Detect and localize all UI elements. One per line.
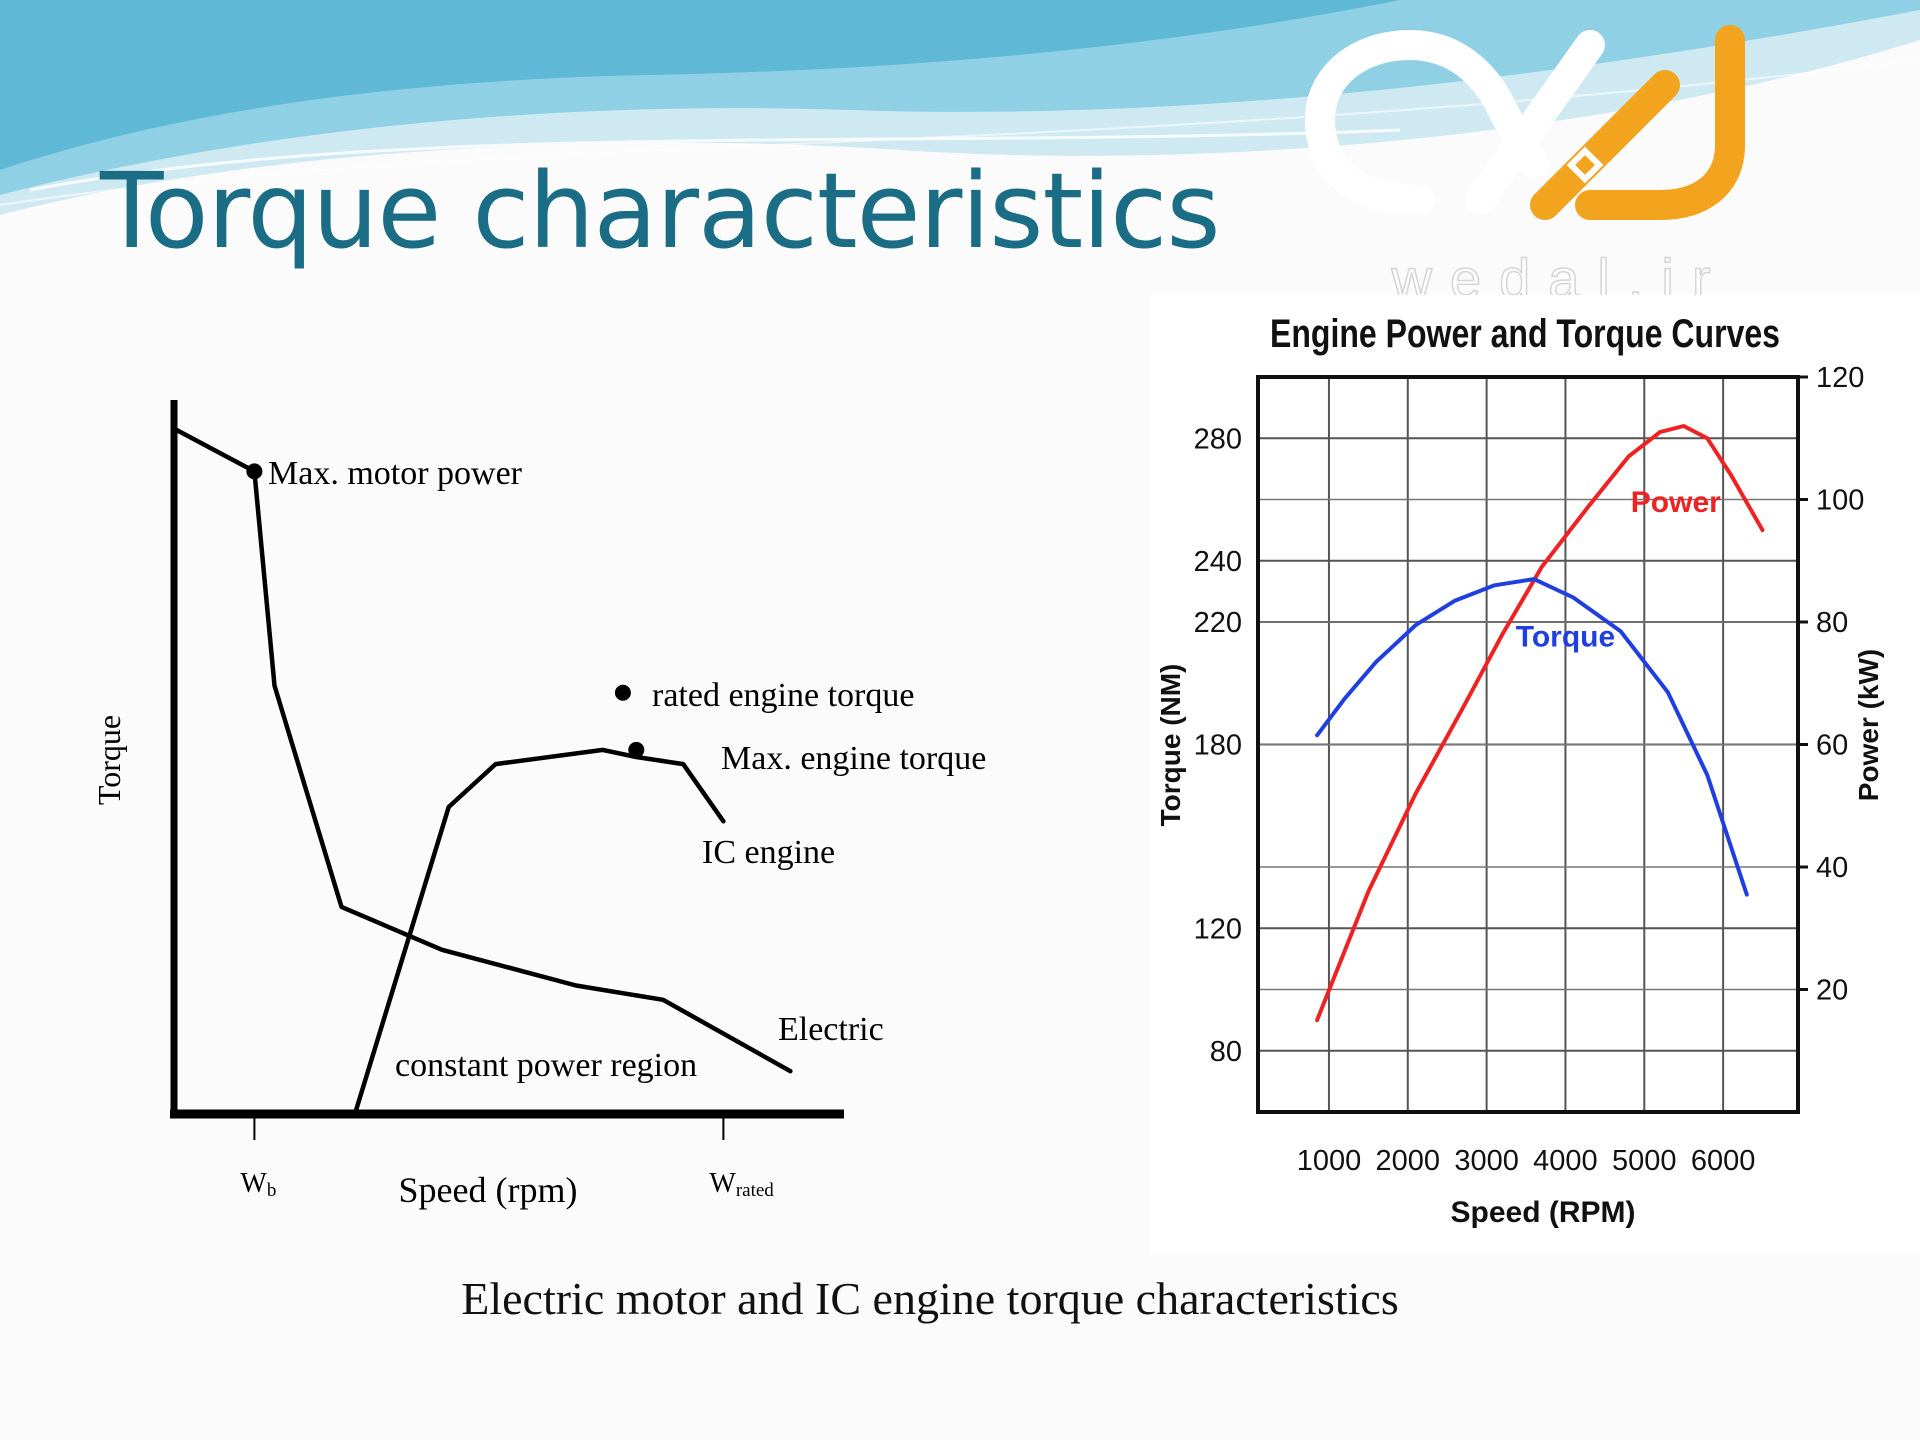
series-line-power [1315, 424, 1765, 1023]
annotation-ic-engine: IC engine [702, 834, 835, 871]
motor-engine-torque-chart: Torque Speed (rpm) Wb Wrated Max. motor p… [91, 400, 986, 1210]
logo-hook-orange [1575, 25, 1745, 220]
slide-title: Torque characteristics [100, 150, 1221, 272]
x-tick-label-6000: 6000 [1691, 1145, 1756, 1177]
y-right-tick-label-20: 20 [1816, 975, 1848, 1007]
y-left-tick-label-180: 180 [1194, 730, 1242, 762]
series-label-power: Power [1631, 486, 1721, 519]
y-right-tick-label-80: 80 [1816, 607, 1848, 639]
y-left-tick-label-120: 120 [1194, 913, 1242, 945]
annotation-constant-power-region: constant power region [395, 1047, 697, 1084]
logo-mark [1304, 25, 1745, 220]
marker-max-motor-power [246, 463, 263, 480]
engine-power-torque-chart: Engine Power and Torque Curves 1000 2000 3… [1150, 295, 1920, 1255]
series-line-torque [1315, 577, 1749, 897]
wedal-logo: wedal.ir [1304, 25, 1745, 305]
annotation-rated-engine-torque: rated engine torque [652, 677, 914, 714]
y-left-tick-label-80: 80 [1210, 1036, 1242, 1068]
x-tick-label-1: Wrated [709, 1168, 774, 1201]
slide-caption: Electric motor and IC engine torque char… [461, 1273, 1399, 1324]
left-plot-area [171, 426, 793, 1117]
y-right-tick-label-120: 120 [1816, 362, 1864, 394]
series-line-electric [171, 426, 793, 1074]
x-tick-label-2000: 2000 [1376, 1145, 1441, 1177]
x-tick-label-3000: 3000 [1454, 1145, 1519, 1177]
right-y-axis-label-right: Power (kW) [1853, 649, 1884, 801]
y-right-tick-label-100: 100 [1816, 485, 1864, 517]
right-x-axis-label: Speed (RPM) [1450, 1196, 1635, 1229]
annotation-max-motor-power: Max. motor power [268, 455, 523, 492]
logo-bar-orange [1530, 70, 1680, 220]
marker-rated-engine-torque [614, 684, 631, 701]
annotation-max-engine-torque: Max. engine torque [721, 740, 986, 777]
series-line-ic-engine [352, 747, 726, 1117]
x-tick-label-0: Wb [240, 1168, 276, 1201]
series-label-torque: Torque [1516, 621, 1615, 654]
marker-max-engine-torque [628, 741, 645, 758]
y-right-tick-label-40: 40 [1816, 852, 1848, 884]
logo-loop-white [1304, 29, 1550, 215]
left-y-axis-label: Torque [91, 715, 127, 805]
annotation-electric: Electric [778, 1011, 884, 1048]
x-tick-label-5000: 5000 [1612, 1145, 1677, 1177]
y-left-tick-label-280: 280 [1194, 423, 1242, 455]
x-tick-label-4000: 4000 [1533, 1145, 1598, 1177]
right-y-axis-label-left: Torque (NM) [1155, 664, 1186, 827]
y-left-tick-label-240: 240 [1194, 546, 1242, 578]
logo-bar-white [1465, 30, 1605, 215]
right-series [1315, 424, 1765, 1023]
right-ticks: 1000 2000 3000 4000 5000 6000 80 120 180 220 240 28… [1194, 362, 1865, 1177]
x-tick-label-1000: 1000 [1297, 1145, 1362, 1177]
y-right-tick-label-60: 60 [1816, 730, 1848, 762]
banner-streak [29, 128, 1401, 192]
right-chart-title: Engine Power and Torque Curves [1270, 312, 1780, 356]
y-left-tick-label-220: 220 [1194, 607, 1242, 639]
logo-diamond [1566, 146, 1604, 184]
right-series-labels: Power Torque [1516, 486, 1721, 654]
banner-wave-dark [0, 0, 1400, 170]
left-x-axis-label: Speed (rpm) [399, 1170, 578, 1210]
